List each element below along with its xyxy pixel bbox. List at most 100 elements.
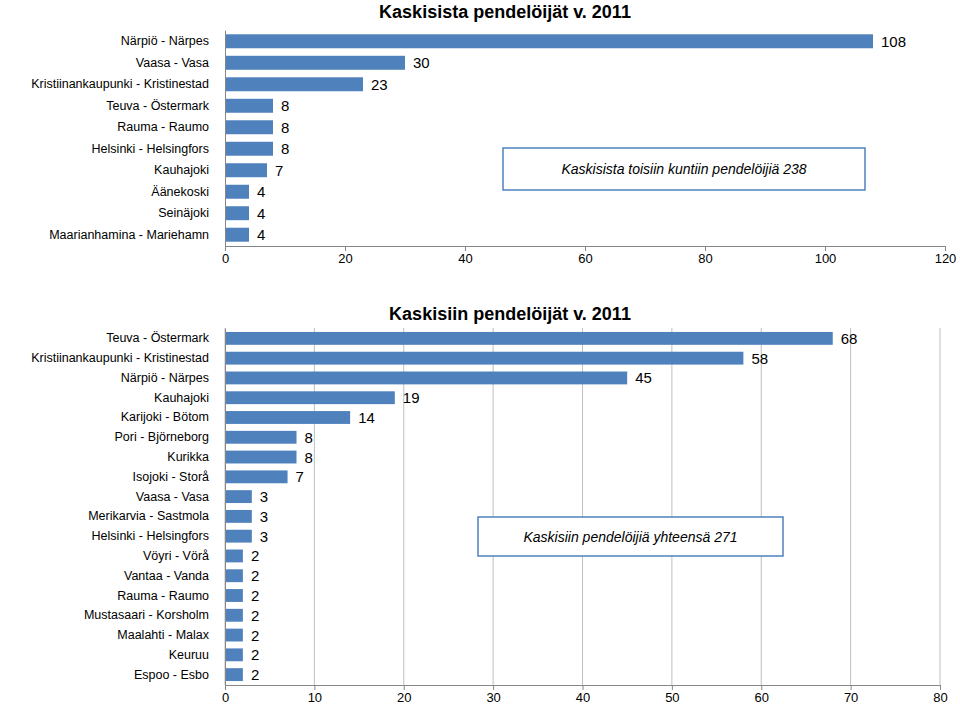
- data-labels: 10830238887444: [257, 33, 906, 243]
- y-tick: Närpiö - Närpes: [121, 371, 225, 385]
- data-label: 2: [251, 646, 259, 663]
- data-label: 8: [305, 449, 313, 466]
- bar: [225, 510, 252, 523]
- x-axis: 01020304050607080: [222, 685, 948, 705]
- x-axis: 020406080100120: [222, 246, 956, 266]
- y-tick: Karijoki - Bötom: [121, 410, 225, 424]
- x-tick: 120: [935, 246, 957, 266]
- chart-canvas: Kaskisista pendelöijät v. 20111083023888…: [0, 0, 960, 708]
- data-label: 2: [251, 627, 259, 644]
- bar: [225, 569, 243, 582]
- y-axis-line: [225, 31, 226, 247]
- annotation: Kaskisista toisiin kuntiin pendelöijiä 2…: [503, 148, 865, 190]
- y-tick: Kristiinankaupunki - Kristinestad: [31, 351, 225, 365]
- bar: [225, 629, 243, 642]
- bar: [225, 470, 288, 483]
- data-label: 4: [257, 183, 265, 200]
- annotation-box: [478, 517, 783, 556]
- data-label: 2: [251, 567, 259, 584]
- y-tick-label: Kristiinankaupunki - Kristinestad: [31, 351, 209, 365]
- data-label: 58: [751, 350, 768, 367]
- bars: [225, 34, 873, 241]
- y-tick: Rauma - Raumo: [117, 589, 225, 603]
- y-tick: Vöyri - Vörå: [143, 549, 225, 563]
- data-label: 68: [841, 330, 858, 347]
- y-tick: Helsinki - Helsingfors: [92, 529, 225, 543]
- y-tick-label: Teuva - Östermark: [106, 99, 210, 113]
- bars: [225, 332, 833, 681]
- grid-line: [761, 328, 762, 685]
- data-label: 4: [257, 226, 265, 243]
- y-tick-label: Kurikka: [167, 450, 209, 464]
- bar: [225, 411, 350, 424]
- x-tick-label: 50: [665, 690, 679, 705]
- y-tick-label: Rauma - Raumo: [117, 589, 209, 603]
- y-tick-label: Keuruu: [169, 648, 209, 662]
- annotation-text: Kaskisiin pendelöijiä yhteensä 271: [523, 529, 737, 545]
- y-tick: Maalahti - Malax: [117, 628, 225, 642]
- x-tick-label: 20: [397, 690, 411, 705]
- data-label: 108: [881, 33, 906, 50]
- bar: [225, 99, 273, 113]
- y-tick-label: Kristiinankaupunki - Kristinestad: [31, 77, 209, 91]
- bar: [225, 609, 243, 622]
- bar: [225, 142, 273, 156]
- y-tick: Äänekoski: [151, 185, 225, 199]
- bar: [225, 120, 273, 134]
- bar: [225, 56, 405, 70]
- grid-line: [850, 328, 851, 685]
- x-tick-label: 60: [578, 251, 592, 266]
- y-tick: Kristiinankaupunki - Kristinestad: [31, 77, 225, 91]
- bar: [225, 185, 249, 199]
- x-tick-label: 80: [698, 251, 712, 266]
- bar: [225, 668, 243, 681]
- y-tick: Rauma - Raumo: [117, 120, 225, 134]
- data-label: 2: [251, 666, 259, 683]
- annotation: Kaskisiin pendelöijiä yhteensä 271: [478, 517, 783, 556]
- x-tick: 30: [486, 685, 500, 705]
- x-tick-label: 120: [935, 251, 957, 266]
- y-tick-label: Helsinki - Helsingfors: [92, 142, 209, 156]
- y-tick: Isojoki - Storå: [133, 470, 225, 484]
- bar: [225, 206, 249, 220]
- data-label: 8: [281, 97, 289, 114]
- x-tick: 100: [815, 246, 837, 266]
- x-tick-label: 80: [933, 690, 947, 705]
- y-tick-label: Espoo - Esbo: [134, 668, 209, 682]
- annotation-box: [503, 148, 865, 190]
- grid-line: [940, 328, 941, 685]
- bar: [225, 451, 297, 464]
- y-tick: Mustasaari - Korsholm: [84, 608, 225, 622]
- data-label: 3: [260, 528, 268, 545]
- y-tick-label: Mustasaari - Korsholm: [84, 608, 209, 622]
- data-labels: 68584519148873332222222: [251, 330, 858, 683]
- x-tick: 40: [458, 246, 472, 266]
- y-tick: Kurikka: [167, 450, 225, 464]
- y-tick-label: Närpiö - Närpes: [121, 371, 209, 385]
- x-tick: 80: [933, 685, 947, 705]
- y-tick: Kauhajoki: [154, 163, 225, 177]
- bar: [225, 490, 252, 503]
- y-tick: Närpiö - Närpes: [121, 34, 225, 48]
- data-label: 45: [635, 369, 652, 386]
- y-tick: Vantaa - Vanda: [124, 569, 225, 583]
- x-tick: 60: [755, 685, 769, 705]
- x-tick-label: 30: [486, 690, 500, 705]
- y-tick: Helsinki - Helsingfors: [92, 142, 225, 156]
- chart: Kaskisiin pendelöijät v. 201168584519148…: [31, 304, 948, 705]
- y-tick-label: Karijoki - Bötom: [121, 410, 209, 424]
- bar: [225, 550, 243, 563]
- x-tick: 10: [308, 685, 322, 705]
- y-axis: Teuva - ÖstermarkKristiinankaupunki - Kr…: [31, 329, 225, 686]
- y-tick: Pori - Björneborg: [115, 430, 226, 444]
- bar: [225, 77, 363, 91]
- y-tick: Vaasa - Vasa: [136, 490, 225, 504]
- data-label: 8: [281, 140, 289, 157]
- chart-title: Kaskisista pendelöijät v. 2011: [379, 2, 631, 22]
- y-tick-label: Vaasa - Vasa: [136, 490, 209, 504]
- x-tick-label: 0: [222, 690, 229, 705]
- bar: [225, 391, 395, 404]
- x-tick-label: 60: [755, 690, 769, 705]
- grid: [225, 328, 940, 685]
- bar: [225, 530, 252, 543]
